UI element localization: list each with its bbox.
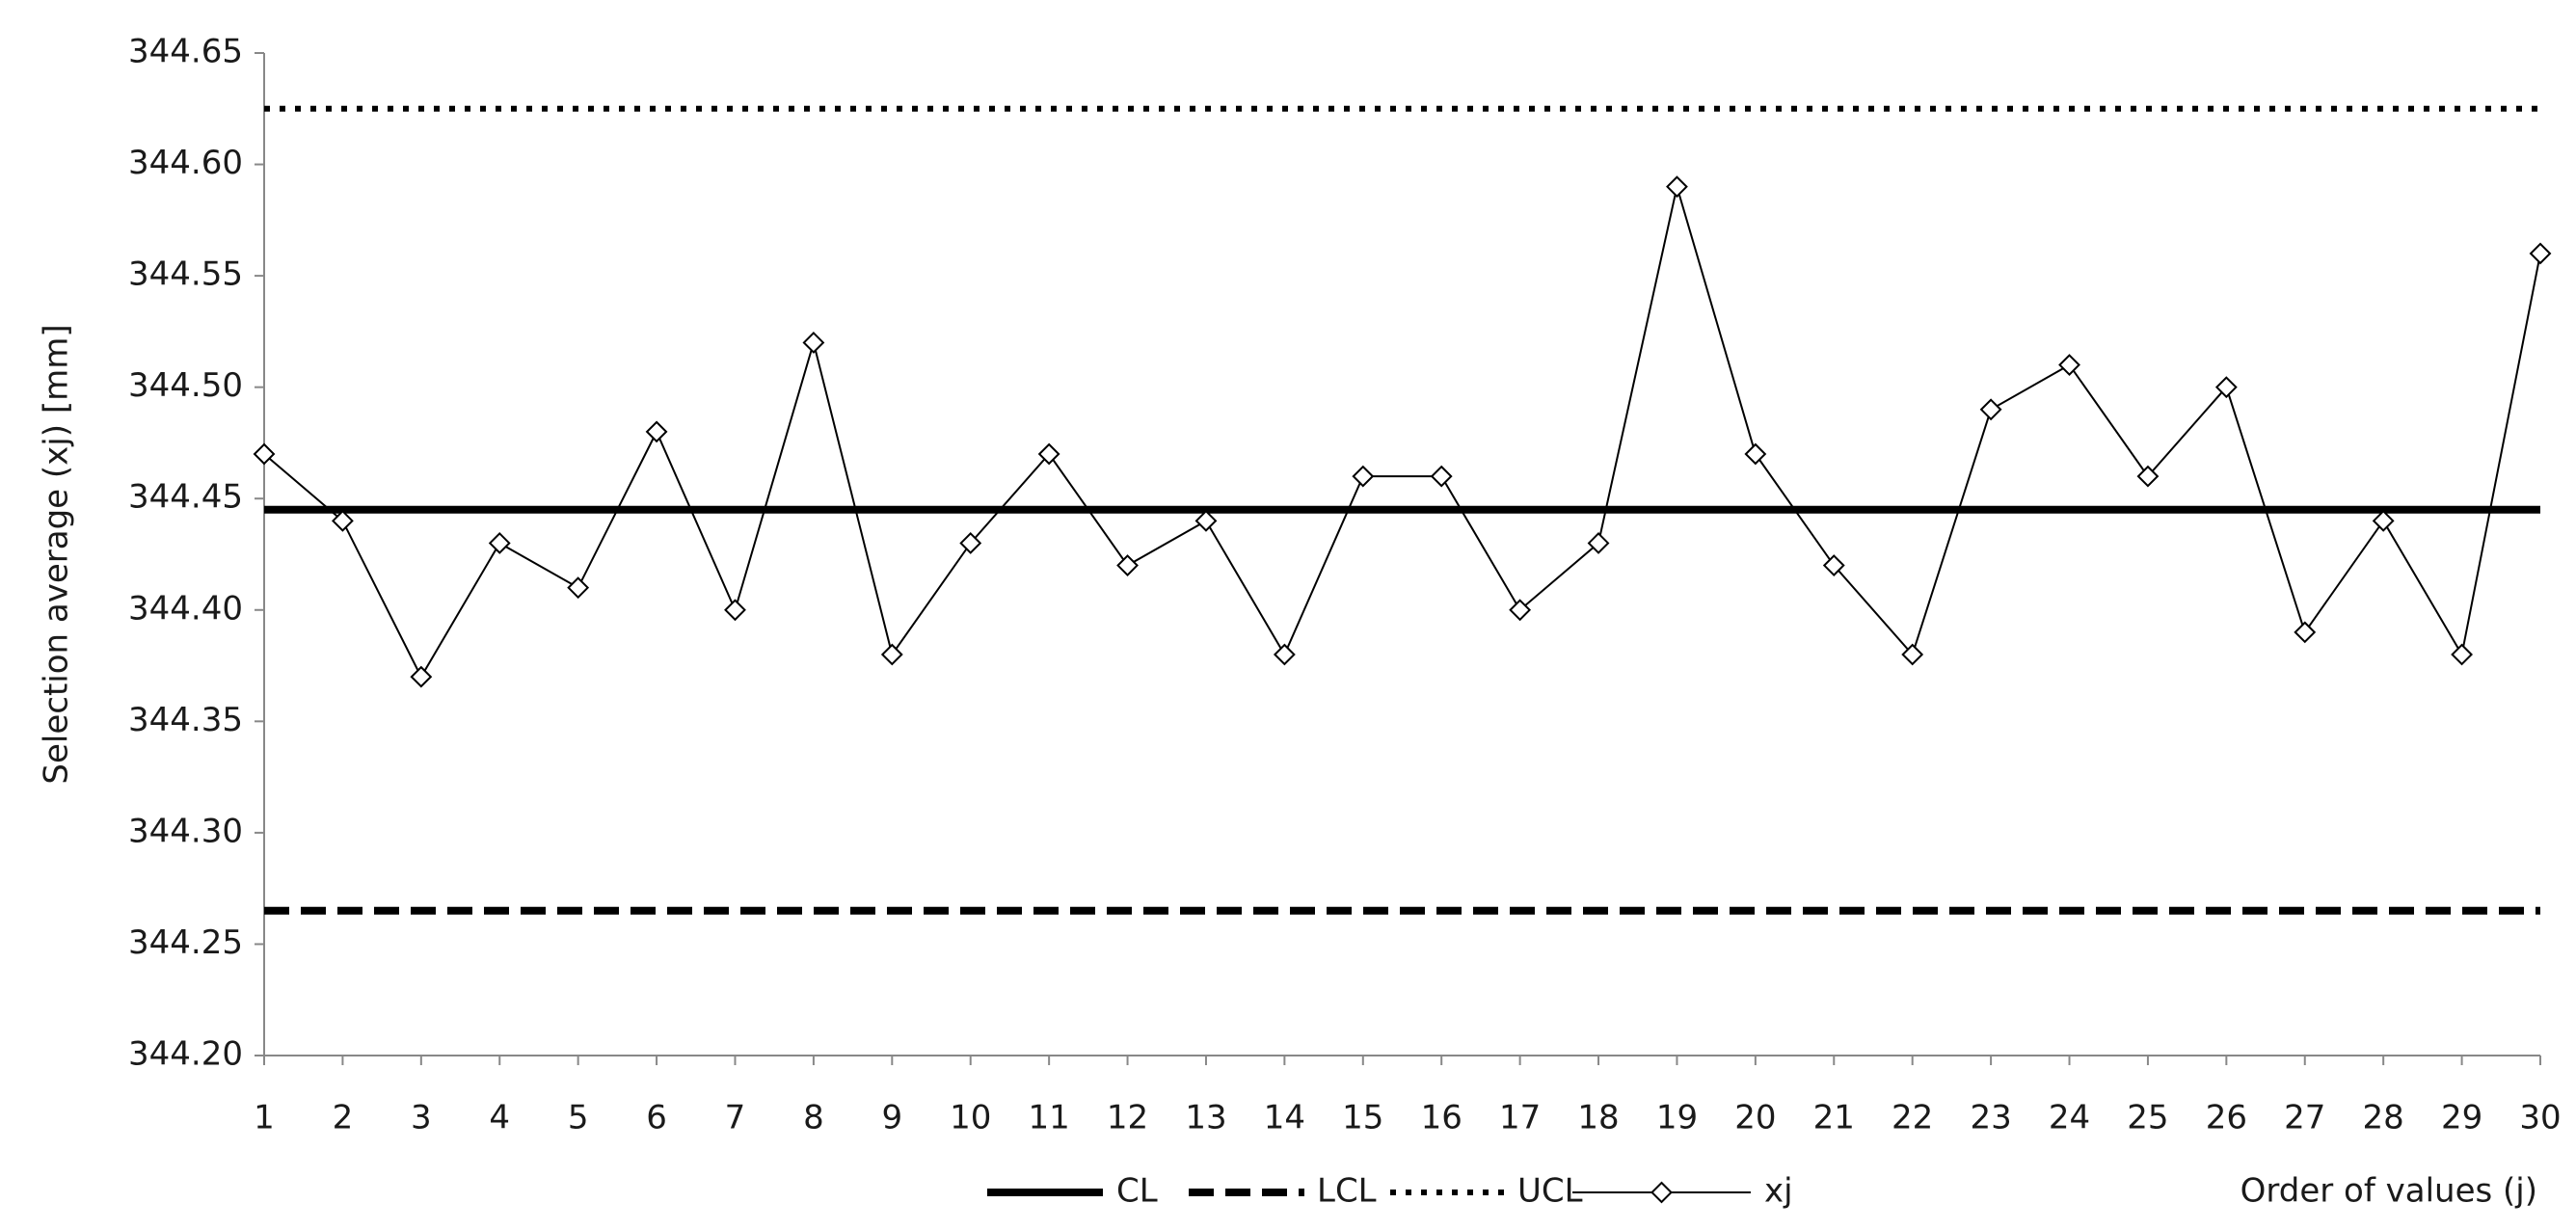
x-tick-label: 29: [2441, 1099, 2482, 1137]
x-tick-label: 19: [1656, 1099, 1698, 1137]
x-tick-label: 11: [1029, 1099, 1070, 1137]
data-point: [724, 599, 746, 622]
data-point: [2214, 376, 2238, 399]
x-tick-label: 26: [2206, 1099, 2247, 1137]
data-point: [1509, 599, 1532, 622]
data-point: [331, 509, 354, 532]
data-point: [1666, 175, 1688, 199]
data-point: [2294, 621, 2317, 644]
x-tick-label: 30: [2519, 1099, 2561, 1137]
x-tick-label: 20: [1734, 1099, 1776, 1137]
x-tick-label: 12: [1107, 1099, 1148, 1137]
data-point: [880, 643, 903, 666]
data-point: [2136, 465, 2160, 488]
legend-label: xj: [1764, 1172, 1793, 1211]
x-axis-label: Order of values (j): [2241, 1172, 2537, 1211]
legend-marker: [1650, 1181, 1673, 1204]
x-tick-label: 16: [1421, 1099, 1462, 1137]
x-tick-label: 8: [803, 1099, 824, 1137]
x-tick-label: 5: [568, 1099, 589, 1137]
data-point: [567, 576, 590, 600]
data-point: [1116, 554, 1139, 576]
x-tick-label: 1: [254, 1099, 275, 1137]
x-tick-label: 15: [1342, 1099, 1383, 1137]
x-tick-label: 27: [2284, 1099, 2325, 1137]
y-tick-label: 344.55: [128, 255, 243, 294]
y-tick-label: 344.30: [128, 812, 243, 850]
x-tick-label: 2: [333, 1099, 354, 1137]
data-point: [2451, 643, 2474, 666]
data-point: [1352, 465, 1375, 488]
x-tick-label: 3: [411, 1099, 432, 1137]
data-point: [959, 532, 982, 554]
x-tick-label: 10: [950, 1099, 991, 1137]
y-tick-label: 344.45: [128, 478, 243, 517]
data-point: [802, 332, 825, 354]
data-point: [2529, 242, 2552, 265]
y-tick-label: 344.35: [128, 701, 243, 739]
data-point: [1194, 509, 1218, 532]
data-point: [488, 532, 511, 554]
x-tick-label: 17: [1499, 1099, 1541, 1137]
y-tick-label: 344.65: [128, 33, 243, 71]
x-tick-label: 21: [1813, 1099, 1855, 1137]
y-tick-label: 344.40: [128, 589, 243, 628]
y-tick-label: 344.25: [128, 923, 243, 962]
y-tick-label: 344.50: [128, 366, 243, 405]
y-tick-label: 344.60: [128, 144, 243, 182]
x-tick-label: 22: [1892, 1099, 1933, 1137]
data-point: [410, 665, 433, 688]
y-axis-label: Selection average (xj) [mm]: [38, 324, 76, 784]
x-tick-label: 25: [2127, 1099, 2168, 1137]
legend-label: LCL: [1317, 1172, 1377, 1211]
x-tick-label: 23: [1970, 1099, 2011, 1137]
x-tick-label: 24: [2049, 1099, 2090, 1137]
x-tick-label: 18: [1577, 1099, 1619, 1137]
series-line: [263, 186, 2541, 680]
data-point: [1822, 554, 1845, 576]
x-tick-label: 4: [489, 1099, 510, 1137]
legend-label: CL: [1116, 1172, 1158, 1211]
data-point: [2058, 354, 2080, 376]
x-tick-label: 14: [1264, 1099, 1305, 1137]
data-point: [253, 442, 276, 466]
data-point: [1430, 465, 1453, 488]
x-tick-label: 6: [646, 1099, 667, 1137]
x-tick-label: 9: [881, 1099, 902, 1137]
data-point: [645, 420, 668, 443]
data-point: [1979, 398, 2002, 421]
legend-label: UCL: [1517, 1172, 1583, 1211]
x-tick-label: 28: [2363, 1099, 2404, 1137]
y-tick-label: 344.20: [128, 1035, 243, 1074]
x-tick-label: 7: [725, 1099, 746, 1137]
x-tick-label: 13: [1185, 1099, 1226, 1137]
data-point: [1901, 643, 1924, 666]
data-point: [1744, 442, 1767, 466]
data-point: [2372, 509, 2395, 532]
data-point: [1587, 532, 1610, 554]
data-point: [1273, 643, 1296, 666]
data-point: [1037, 442, 1060, 466]
